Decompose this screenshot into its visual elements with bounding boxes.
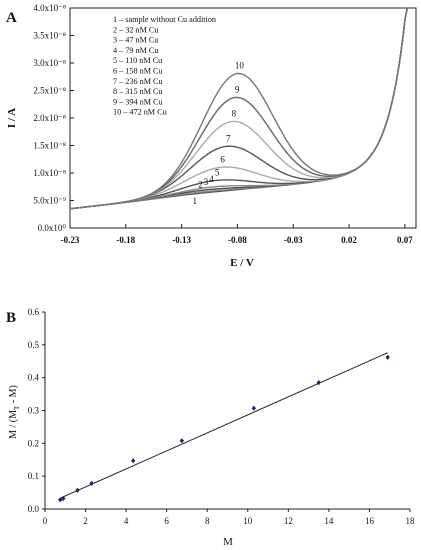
panel-a-curve-label: 3 xyxy=(204,177,209,187)
panel-b-data-point xyxy=(61,495,66,502)
panel-a-y-tick-label: 2.0x10⁻⁸ xyxy=(33,113,66,123)
panel-b-data-point xyxy=(58,497,63,503)
panel-a-x-tick-label: -0.23 xyxy=(61,235,80,245)
panel-a-x-ticks: -0.23 -0.18 -0.13 -0.08 -0.03 0.02 0.07 xyxy=(61,224,413,245)
panel-b-fit-line-group xyxy=(60,352,388,499)
panel-a-x-tick-label: -0.03 xyxy=(284,235,303,245)
panel-a-legend-entry: 10 – 472 nM Cu xyxy=(113,108,167,117)
panel-a-y-tick-label: 1.0x10⁻⁸ xyxy=(33,168,66,178)
panel-b-points xyxy=(58,354,390,503)
panel-a-y-tick-label: 3.0x10⁻⁸ xyxy=(33,58,66,68)
panel-a-x-tick-label: 0.02 xyxy=(341,235,357,245)
panel-b-x-tick-label: 12 xyxy=(284,516,293,526)
panel-b-data-point xyxy=(179,438,185,444)
panel-b-data-point xyxy=(75,487,80,493)
panel-b-y-tick-label: 0.0 xyxy=(28,504,40,514)
panel-a-y-tick-label: 0.0x10⁰ xyxy=(38,223,67,233)
panel-b-data-point xyxy=(131,458,136,464)
panel-a-x-axis-label: E / V xyxy=(230,257,254,269)
panel-b-y-ticks: 0.0 0.1 0.2 0.3 0.4 0.5 0.6 xyxy=(28,307,45,514)
panel-b-x-tick-label: 0 xyxy=(43,516,48,526)
panel-a-curve-label: 1 xyxy=(193,196,198,206)
panel-b-data-point xyxy=(89,480,94,486)
panel-b-y-tick-label: 0.1 xyxy=(28,471,39,481)
panel-a-curve-label: 9 xyxy=(235,84,240,94)
panel-a: A 0.0x10⁰ 5.0x10⁻⁹ 1.0x10⁻⁸ 1.5x10⁻⁸ 2.0x10⁻… xyxy=(6,3,417,269)
panel-b-x-tick-label: 14 xyxy=(324,516,334,526)
panel-a-legend-entry: 7 – 236 nM Cu xyxy=(113,77,163,86)
panel-a-legend-entry: 4 – 79 nM Cu xyxy=(113,46,159,55)
panel-b-data-point xyxy=(316,379,321,386)
panel-b-y-axis-label: M / (MT - M) xyxy=(8,385,21,439)
panel-b-y-tick-label: 0.2 xyxy=(28,438,39,448)
panel-a-curve-label: 8 xyxy=(232,108,237,118)
panel-a-curve-label: 7 xyxy=(226,133,231,143)
panel-b: B 0.00.10.20.30.40.50.6 0 2 4 6 8 10 12 14 16 18 … xyxy=(6,307,415,548)
panel-a-legend-entry: 3 – 47 nM Cu xyxy=(113,36,159,45)
panel-a-curves xyxy=(69,7,409,210)
panel-a-y-tick-label: 2.5x10⁻⁸ xyxy=(33,86,66,96)
panel-a-x-tick-label: -0.18 xyxy=(116,235,135,245)
panel-a-curve-label: 10 xyxy=(235,61,245,71)
panel-a-label: A xyxy=(6,10,17,26)
panel-a-legend-entry: 1 – sample without Cu addition xyxy=(113,15,216,24)
panel-a-curve-labels: 12 3 456 7 8 9 10 xyxy=(193,61,245,206)
panel-b-x-tick-label: 4 xyxy=(124,516,129,526)
panel-b-label: B xyxy=(6,310,16,326)
panel-a-legend-entry: 2 – 32 nM Cu xyxy=(113,25,159,34)
panel-b-y-tick-label: 0.4 xyxy=(28,373,40,383)
panel-b-x-ticks: 0 2 4 6 8 10 12 14 16 18 xyxy=(43,509,415,526)
panel-a-curve-label: 5 xyxy=(215,168,220,178)
panel-b-x-tick-label: 8 xyxy=(205,516,210,526)
panel-a-x-tick-label: -0.13 xyxy=(172,235,191,245)
panel-b-y-tick-label: 0.6 xyxy=(28,307,40,317)
panel-a-y-tick-label: 4.0x10⁻⁸ xyxy=(33,3,66,13)
panel-b-data-point xyxy=(385,354,390,360)
panel-a-curve-10 xyxy=(69,7,409,210)
panel-a-x-tick-label: 0.07 xyxy=(397,235,413,245)
panel-a-legend-entry: 6 – 158 nM Cu xyxy=(113,67,163,76)
panel-a-legend-entry: 5 – 110 nM Cu xyxy=(113,56,162,65)
panel-a-curve-label: 2 xyxy=(198,179,203,189)
panel-a-curve-label: 6 xyxy=(220,154,225,164)
panel-a-legend-entry: 8 – 315 nM Cu xyxy=(113,87,163,96)
panel-a-legend-entry: 9 – 394 nM Cu xyxy=(113,97,163,106)
panel-b-data-point xyxy=(251,405,257,411)
panel-a-y-ticks: 0.0x10⁰ 5.0x10⁻⁹ 1.0x10⁻⁸ 1.5x10⁻⁸ 2.0x10⁻⁸ 2… xyxy=(33,3,74,233)
panel-b-y-tick-label: 0.5 xyxy=(28,340,40,350)
panel-b-y-tick-label: 0.3 xyxy=(28,406,40,416)
panel-a-y-tick-label: 5.0x10⁻⁹ xyxy=(33,196,66,206)
panel-a-y-tick-label: 1.5x10⁻⁸ xyxy=(33,141,66,151)
panel-a-y-tick-label: 3.5x10⁻⁸ xyxy=(33,31,66,41)
panel-a-curve-label: 4 xyxy=(209,174,214,184)
panel-b-fit-line xyxy=(60,352,388,499)
panel-a-y-axis-label: I / A xyxy=(6,108,18,128)
panel-a-x-tick-label: -0.08 xyxy=(228,235,247,245)
panel-b-x-tick-label: 6 xyxy=(164,516,169,526)
panel-b-x-tick-label: 18 xyxy=(406,516,416,526)
panel-b-x-tick-label: 10 xyxy=(243,516,253,526)
panel-b-x-tick-label: 2 xyxy=(83,516,88,526)
panel-b-x-tick-label: 16 xyxy=(365,516,375,526)
panel-b-x-axis-label: M xyxy=(223,536,233,548)
